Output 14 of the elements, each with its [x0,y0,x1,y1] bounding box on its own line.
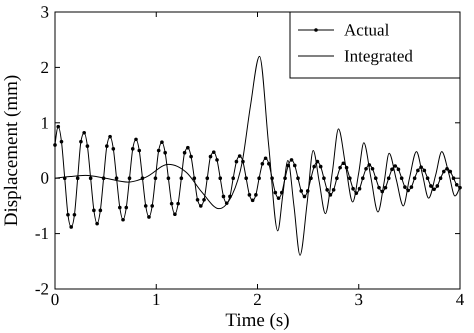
y-tick-label: 0 [40,168,49,188]
y-tick-label: 2 [40,58,49,77]
y-tick-label: 3 [40,2,49,22]
x-tick-label: 4 [456,290,465,309]
y-tick-label: 1 [40,113,49,132]
y-tick-label: -2 [34,280,49,298]
x-axis-title: Time (s) [225,310,290,331]
legend-label: Actual [344,20,390,40]
x-tick-label: 2 [253,290,262,309]
y-axis-title: Displacement (mm) [1,74,22,226]
x-tick-label: 3 [354,290,363,309]
y-tick-label: -1 [34,224,49,244]
x-tick-label: 1 [152,290,160,309]
legend-label: Integrated [344,46,414,66]
